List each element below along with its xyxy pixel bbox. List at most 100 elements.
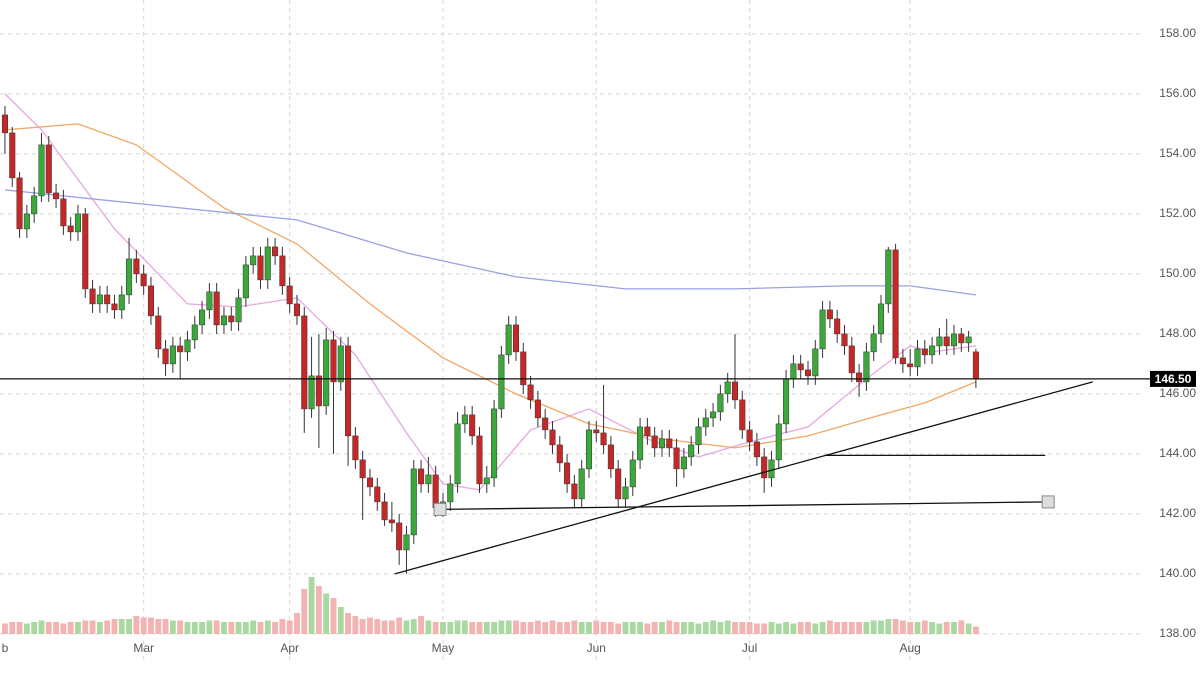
candle-body	[505, 324, 512, 356]
candle-body	[556, 444, 563, 464]
volume-bar	[60, 623, 67, 634]
candle-body	[710, 411, 717, 419]
volume-bar	[848, 622, 855, 634]
volume-bar	[885, 619, 892, 634]
moving-average-line	[4, 189, 976, 296]
x-tick-label: Jun	[587, 641, 606, 655]
volume-bar	[972, 626, 979, 634]
y-tick-label: 138.00	[1159, 626, 1196, 640]
volume-bar	[732, 622, 738, 634]
candle-body	[425, 474, 432, 485]
volume-bar	[374, 619, 381, 634]
y-tick-label: 150.00	[1159, 266, 1196, 280]
candle-body	[118, 294, 125, 311]
candle-body	[717, 393, 724, 413]
candle-body	[534, 399, 541, 419]
candle-body	[695, 426, 702, 446]
candle-body	[607, 444, 614, 470]
candle-body	[213, 291, 220, 326]
volume-bar	[345, 613, 351, 634]
candle-body	[155, 315, 162, 350]
candle-body	[23, 213, 30, 230]
candle-body	[680, 456, 687, 470]
volume-bar	[403, 620, 410, 634]
volume-bar	[323, 593, 330, 634]
volume-bar	[870, 620, 877, 634]
volume-bar	[476, 622, 483, 634]
volume-bar	[184, 622, 191, 634]
volume-bar	[724, 620, 731, 634]
volume-bar	[586, 622, 592, 634]
trendline	[440, 501, 1049, 511]
candle-body	[1, 114, 8, 134]
volume-bar	[286, 620, 293, 634]
y-tick-label: 152.00	[1159, 206, 1196, 220]
candle-body	[600, 432, 607, 446]
candle-body	[585, 429, 593, 470]
volume-bar	[111, 619, 118, 634]
candle-body	[242, 264, 249, 299]
candle-body	[775, 423, 782, 461]
volume-bar	[695, 623, 702, 634]
candle-body	[293, 303, 300, 317]
candle-body	[797, 363, 804, 371]
y-tick-label: 154.00	[1159, 146, 1196, 160]
candle-body	[958, 333, 965, 344]
volume-bar	[929, 622, 936, 634]
volume-bar	[432, 622, 439, 634]
volume-bar	[308, 577, 315, 634]
volume-bar	[294, 613, 300, 634]
volume-bar	[272, 622, 278, 634]
y-tick-label: 146.00	[1159, 386, 1196, 400]
x-tick-label: Apr	[280, 641, 299, 655]
x-tick-label: May	[432, 641, 455, 655]
volume-bar	[863, 622, 870, 634]
volume-bar	[607, 622, 614, 634]
candle-body	[454, 423, 461, 485]
candle-body	[184, 339, 191, 353]
candle-body	[345, 345, 352, 437]
candle-body	[768, 459, 775, 479]
volume-bar	[396, 617, 403, 634]
volume-bar	[761, 623, 768, 634]
volume-bar	[812, 623, 819, 634]
volume-bar	[629, 622, 636, 634]
volume-bar	[571, 620, 578, 634]
candle-body	[622, 486, 629, 500]
candle-body	[31, 195, 38, 215]
candle-body	[542, 417, 549, 431]
candle-body	[133, 258, 140, 275]
volume-bar	[367, 617, 373, 634]
candle-body	[950, 333, 958, 347]
candle-body	[469, 414, 476, 437]
volume-bar	[534, 620, 541, 634]
candle-body	[257, 255, 264, 281]
candle-body	[564, 462, 571, 485]
volume-bar	[505, 620, 512, 634]
candle-body	[96, 294, 103, 305]
volume-bar	[556, 622, 563, 634]
volume-bar	[469, 622, 476, 634]
volume-bar	[637, 622, 644, 634]
x-tick-label: Jul	[742, 641, 757, 655]
candle-body	[191, 324, 198, 341]
candle-body	[301, 315, 308, 410]
candle-body	[206, 291, 213, 311]
candle-body	[126, 258, 133, 296]
volume-bar	[498, 620, 505, 634]
candle-body	[746, 429, 753, 443]
candle-body	[666, 438, 673, 449]
candle-body	[447, 483, 454, 503]
volume-bar	[520, 622, 527, 634]
volume-bar	[425, 620, 432, 634]
candle-body	[783, 378, 790, 425]
candle-body	[272, 246, 279, 257]
last-price-label: 146.50	[1155, 372, 1192, 386]
candle-body	[688, 444, 695, 458]
volume-bar	[250, 620, 257, 634]
volume-bar	[702, 622, 709, 634]
x-tick-label: Aug	[900, 641, 921, 655]
volume-bar	[177, 620, 184, 634]
volume-bar	[710, 620, 717, 634]
candle-body	[147, 285, 154, 317]
